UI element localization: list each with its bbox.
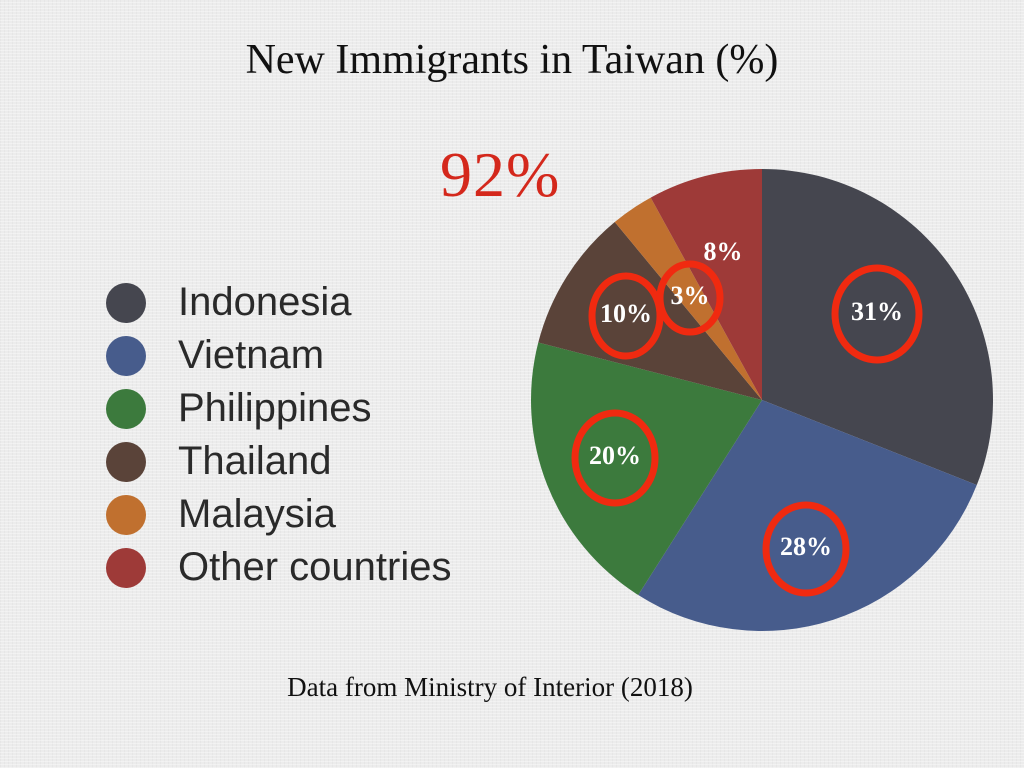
slice-label: 31% [851,297,903,326]
annotation-circle [656,260,724,336]
legend-swatch [106,441,146,482]
legend-item: Malaysia [106,488,466,541]
legend-item: Other countries [106,541,466,594]
pie-slice [650,169,762,400]
legend-swatch [106,388,146,429]
legend-label: Other countries [178,545,452,589]
legend-label: Vietnam [178,333,325,377]
annotation-circle [588,272,664,360]
pie-slice [538,222,762,400]
legend-label: Thailand [178,439,332,483]
pie-slice [638,400,977,632]
chart-title: New Immigrants in Taiwan (%) [245,37,779,83]
highlight-percentage: 92% [440,139,561,210]
legend-label: Philippines [178,386,372,430]
legend-swatch [106,494,146,535]
annotation-circle [571,409,659,507]
legend-item: Indonesia [106,276,466,329]
annotation-circle [831,264,923,364]
legend-swatch [106,547,146,588]
slice-label: 8% [704,237,743,266]
legend-label: Malaysia [178,492,336,536]
slice-label: 3% [671,281,710,310]
legend: Indonesia Vietnam Philippines Thailand Malay… [106,276,466,594]
annotation-circle [762,501,850,597]
slice-label: 10% [600,299,652,328]
legend-swatch [106,282,146,323]
legend-item: Vietnam [106,329,466,382]
legend-item: Thailand [106,435,466,488]
legend-item: Philippines [106,382,466,435]
pie-slice [614,197,762,400]
pie-slice [531,342,762,596]
legend-swatch [106,335,146,376]
pie-slice [762,169,994,486]
slice-label: 20% [589,441,641,470]
data-source: Data from Ministry of Interior (2018) [287,672,693,702]
legend-label: Indonesia [178,280,352,324]
slice-label: 28% [780,532,832,561]
